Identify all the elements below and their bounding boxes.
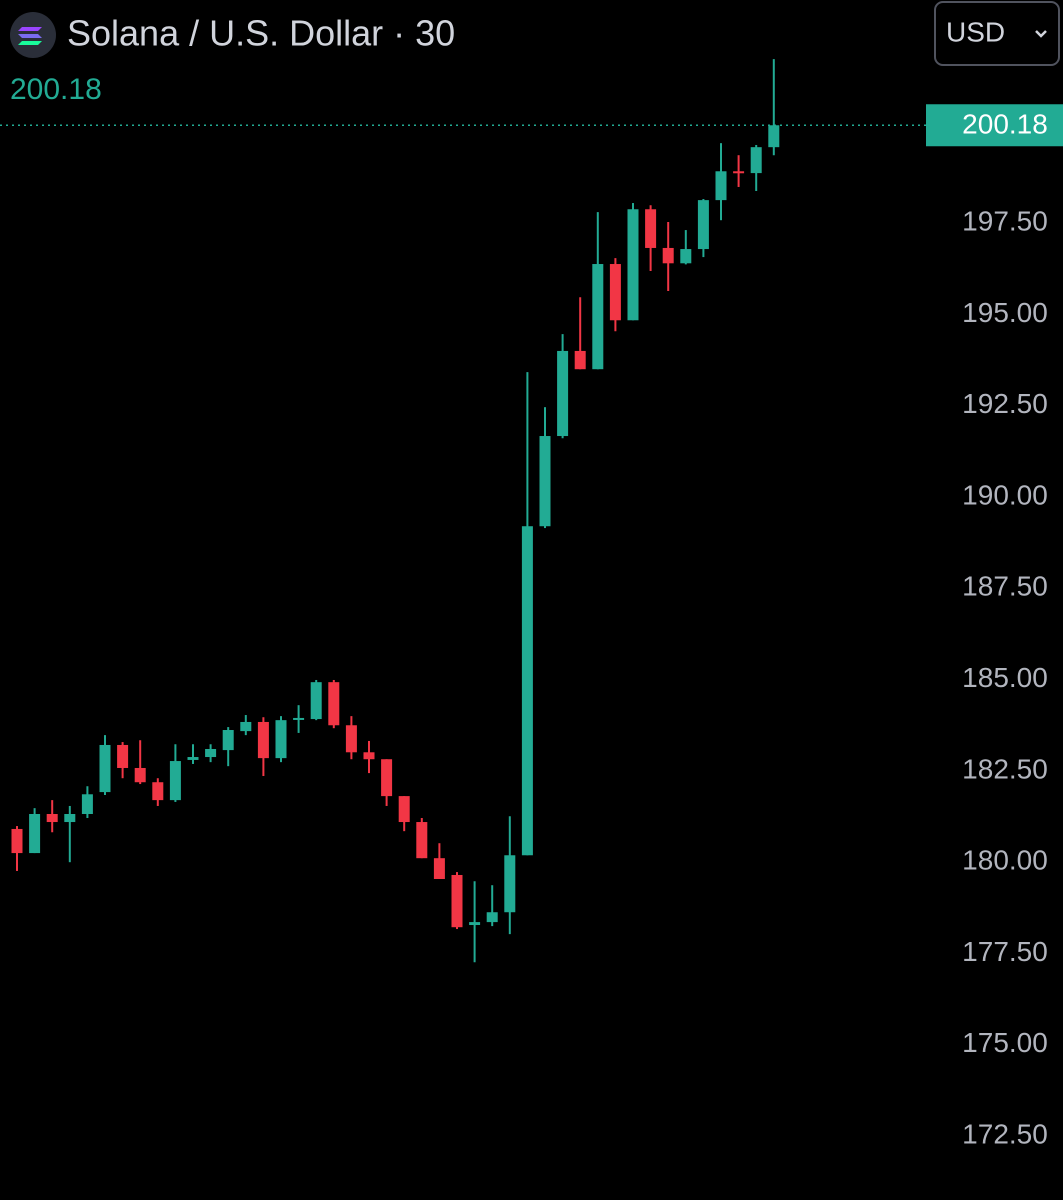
y-tick-label: 197.50 bbox=[962, 206, 1048, 237]
candle-body bbox=[521, 526, 533, 856]
candle-body bbox=[222, 730, 234, 751]
candle-body bbox=[328, 682, 340, 726]
y-tick-label: 192.50 bbox=[962, 388, 1048, 419]
candle-body bbox=[486, 912, 498, 923]
last-price-tag bbox=[926, 104, 1063, 147]
symbol-icon bbox=[10, 12, 56, 58]
currency-selector[interactable]: USD bbox=[934, 1, 1060, 66]
current-price: 200.18 bbox=[10, 73, 102, 106]
candle-body bbox=[187, 757, 199, 760]
chevron[interactable] bbox=[1035, 30, 1047, 38]
candle-body bbox=[398, 796, 410, 823]
currency-label[interactable]: USD bbox=[946, 16, 1005, 47]
y-tick-label: 195.00 bbox=[962, 297, 1048, 328]
candle-body bbox=[433, 858, 445, 880]
candle-body bbox=[416, 822, 428, 859]
candle-body bbox=[680, 249, 692, 264]
candle-body bbox=[574, 350, 586, 370]
candle-body bbox=[345, 725, 357, 753]
candle-body bbox=[469, 922, 481, 926]
candle-body bbox=[117, 744, 129, 768]
plot: 172.50 175.00 177.50 180.00 182.50 185.00 187.… bbox=[0, 59, 1063, 1149]
candle-body bbox=[257, 721, 269, 759]
y-tick-label: 172.50 bbox=[962, 1118, 1048, 1149]
candle-body bbox=[504, 855, 516, 913]
candle-body bbox=[11, 828, 23, 854]
candle-body bbox=[768, 125, 780, 148]
candle-body bbox=[539, 436, 551, 527]
candle-body bbox=[99, 744, 111, 793]
candle-body bbox=[750, 147, 762, 174]
candle-body bbox=[592, 264, 604, 370]
candle-body bbox=[715, 171, 727, 201]
candle-body bbox=[662, 247, 674, 264]
y-tick-label: 185.00 bbox=[962, 662, 1048, 693]
candle-body bbox=[29, 813, 41, 854]
y-tick-label: 190.00 bbox=[962, 479, 1048, 510]
y-tick-label: 182.50 bbox=[962, 753, 1048, 784]
y-tick-label: 177.50 bbox=[962, 936, 1048, 967]
candle-body bbox=[134, 767, 146, 783]
candle-body bbox=[275, 720, 287, 759]
candle-body bbox=[627, 209, 639, 321]
candle-body bbox=[240, 721, 252, 732]
y-tick-label: 187.50 bbox=[962, 571, 1048, 602]
candle-body bbox=[697, 200, 709, 250]
candle-body bbox=[451, 874, 463, 928]
candle-body bbox=[64, 813, 76, 823]
y-tick-label: 180.00 bbox=[962, 845, 1048, 876]
last-price-label: 200.18 bbox=[962, 109, 1048, 140]
candle-body bbox=[46, 813, 58, 823]
candle-body bbox=[733, 171, 745, 174]
candle-body bbox=[152, 782, 164, 801]
candle-body bbox=[609, 264, 621, 321]
candle-body bbox=[81, 794, 93, 814]
candle-body bbox=[169, 761, 181, 801]
candle-body bbox=[363, 752, 375, 760]
candle-body bbox=[205, 748, 217, 758]
candle-body bbox=[557, 350, 569, 437]
candle-body bbox=[310, 682, 322, 720]
chart-title: Solana / U.S. Dollar · 30 bbox=[67, 13, 455, 54]
candle-body bbox=[381, 759, 393, 797]
currency-button[interactable] bbox=[934, 1, 1060, 66]
candle-body bbox=[645, 209, 657, 248]
candle-body bbox=[293, 717, 305, 720]
y-tick-label: 175.00 bbox=[962, 1027, 1048, 1058]
